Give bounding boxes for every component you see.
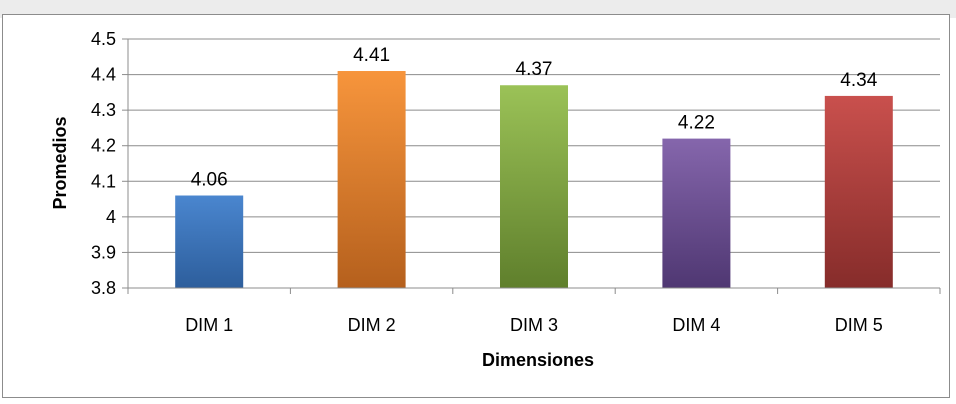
data-label: 4.37 bbox=[516, 59, 553, 80]
x-tick-label: DIM 2 bbox=[348, 315, 396, 335]
x-tick-label: DIM 3 bbox=[510, 315, 558, 335]
data-label: 4.41 bbox=[353, 45, 390, 66]
labels: 3.8 3.9 4 4.1 4.2 4.3 4.4 4.5 4.06 DIM 1 4.41 DIM 2… bbox=[91, 29, 883, 335]
bar-dim-1 bbox=[175, 195, 244, 288]
bar-dim-5 bbox=[824, 95, 893, 289]
x-axis-title: Dimensiones bbox=[482, 350, 594, 370]
y-tick-label: 4.2 bbox=[91, 136, 116, 156]
data-label: 4.34 bbox=[840, 70, 877, 91]
bar-dim-4 bbox=[662, 138, 731, 288]
bar-dim-3 bbox=[500, 85, 568, 288]
y-tick-label: 3.9 bbox=[91, 242, 116, 262]
chart-frame bbox=[2, 14, 950, 398]
axes bbox=[122, 38, 941, 294]
data-label: 4.22 bbox=[678, 113, 715, 134]
y-tick-label: 4.5 bbox=[91, 29, 116, 49]
x-tick-label: DIM 5 bbox=[835, 315, 883, 335]
y-tick-label: 4.1 bbox=[91, 171, 116, 191]
x-tick-label: DIM 4 bbox=[672, 315, 720, 335]
x-tick-label: DIM 1 bbox=[185, 315, 233, 335]
y-tick-label: 4 bbox=[106, 207, 116, 227]
y-tick-label: 4.3 bbox=[91, 100, 116, 120]
bars bbox=[175, 71, 893, 289]
top-band bbox=[0, 0, 956, 18]
bar-dim-2 bbox=[337, 71, 406, 288]
y-tick-label: 3.8 bbox=[91, 278, 116, 298]
y-axis-title: Promedios bbox=[50, 116, 70, 209]
data-label: 4.06 bbox=[191, 170, 228, 191]
y-tick-label: 4.4 bbox=[91, 65, 116, 85]
